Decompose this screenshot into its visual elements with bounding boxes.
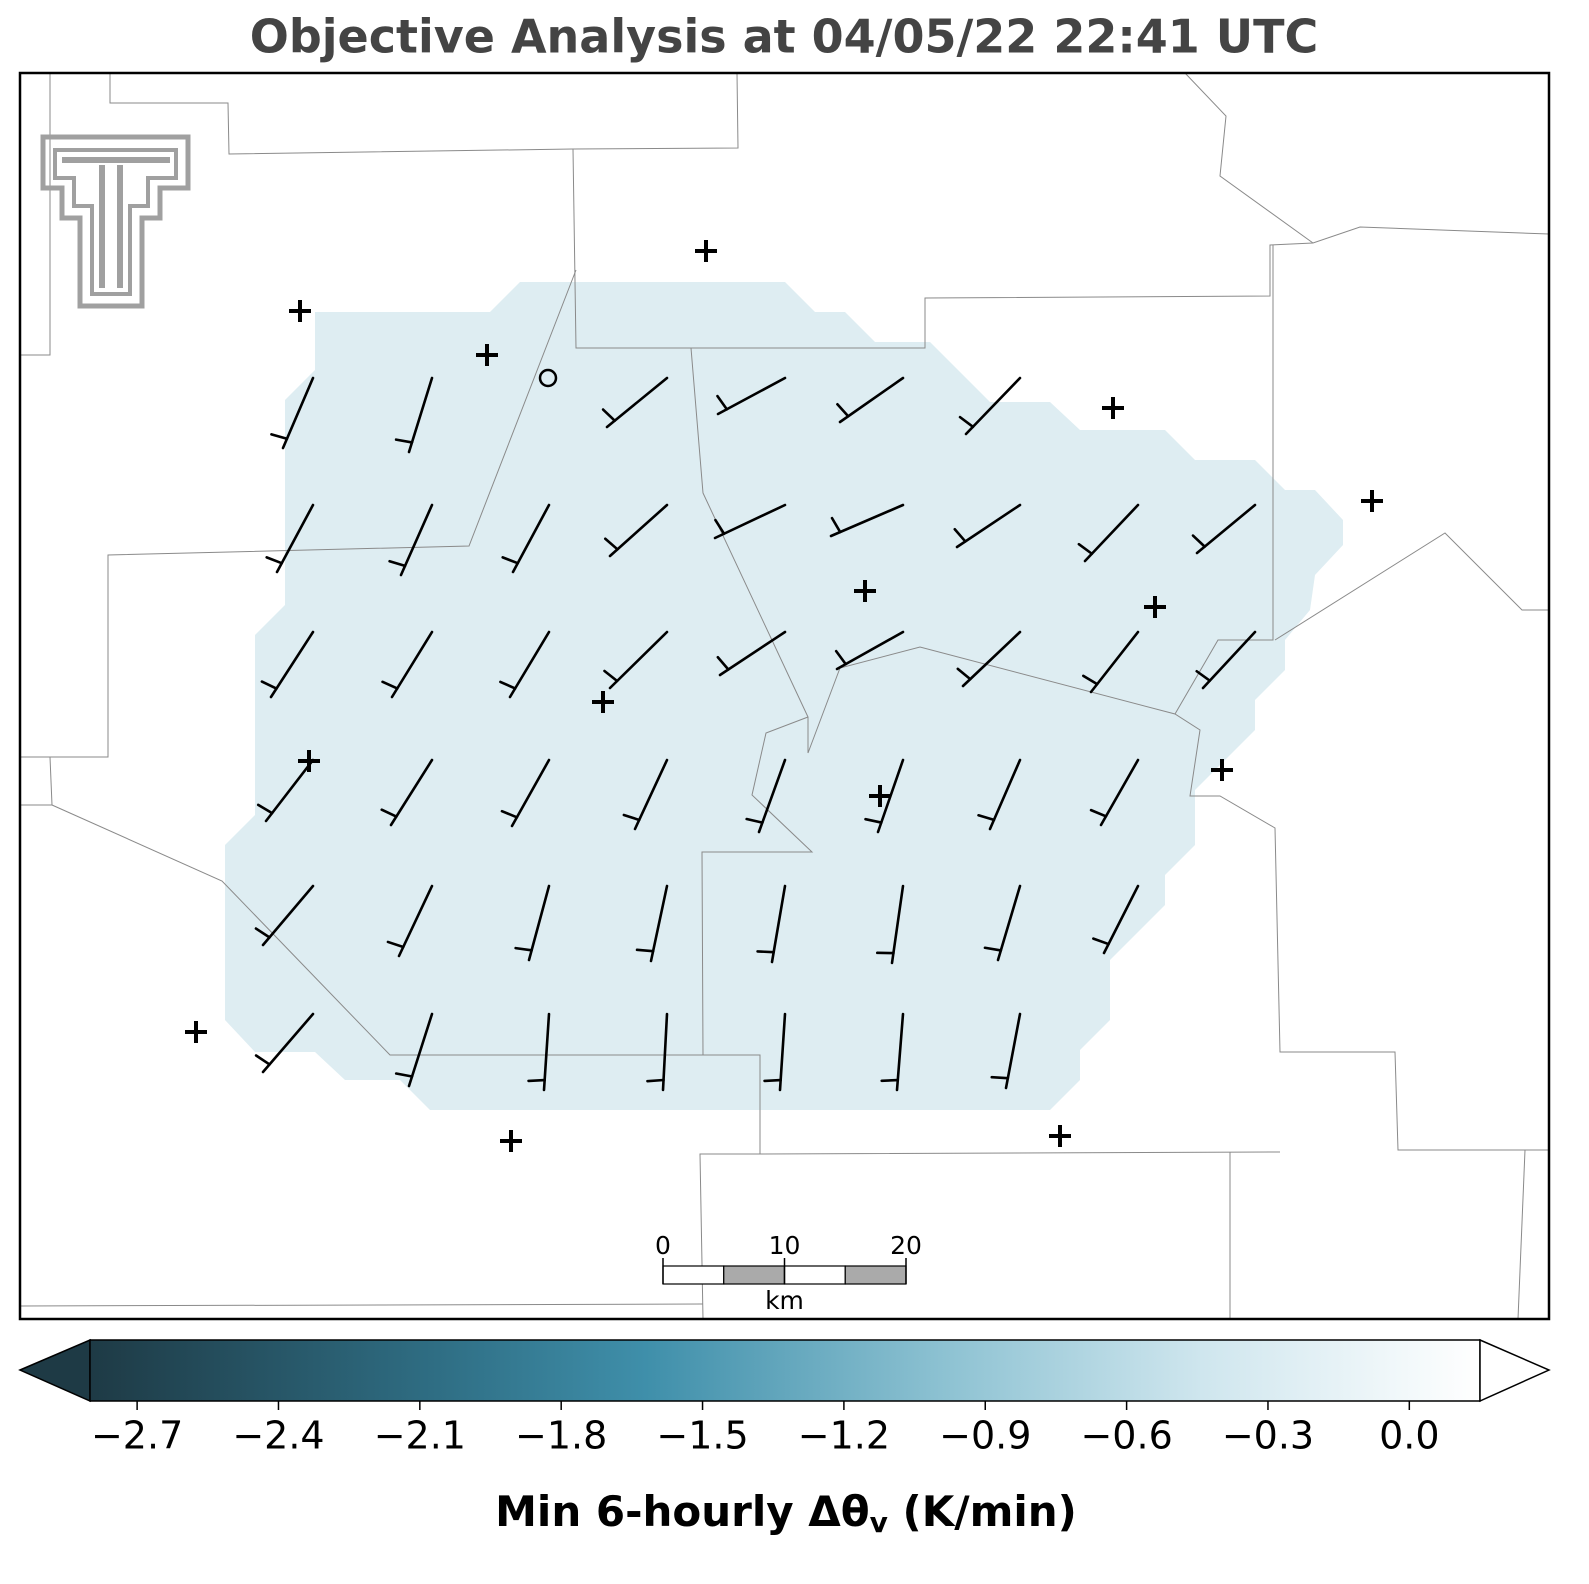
barb-flag (758, 951, 774, 952)
colorbar-tick-label: −2.1 (374, 1414, 466, 1458)
label-subscript: v (870, 1506, 888, 1539)
barb-flag (637, 950, 653, 951)
barb-flag (992, 1077, 1008, 1078)
colorbar-label: Min 6-hourly Δθv (K/min) (495, 1487, 1077, 1540)
colorbar-tick-label: −1.2 (798, 1414, 890, 1458)
barb-flag (882, 1080, 898, 1081)
colorbar-extend-low (20, 1340, 90, 1401)
label-text: Min 6-hourly Δθ (495, 1487, 870, 1536)
scale-segment (663, 1266, 724, 1284)
colorbar-body (90, 1340, 1480, 1401)
scale-tick-label: 20 (890, 1231, 922, 1260)
colorbar-tick-label: −2.7 (91, 1414, 183, 1458)
colorbar-tick-label: −0.6 (1080, 1414, 1172, 1458)
colorbar-tick-label: −0.3 (1222, 1414, 1314, 1458)
station-plus (185, 1021, 207, 1043)
station-plus (289, 300, 311, 322)
label-unit: (K/min) (888, 1487, 1077, 1536)
colorbar-tick-label: −2.4 (232, 1414, 324, 1458)
scale-segment (785, 1266, 846, 1284)
scale-tick-label: 10 (769, 1231, 801, 1260)
scale-unit: km (765, 1286, 804, 1315)
title: Objective Analysis at 04/05/22 22:41 UTC (250, 10, 1319, 64)
scale-bar: 0 10 20 km (655, 1231, 922, 1315)
logo (43, 137, 188, 306)
barb-flag (256, 1055, 269, 1064)
colorbar-tick-label: −1.8 (515, 1414, 607, 1458)
barb-flag (529, 1080, 545, 1081)
colorbar-tick-label: −1.5 (656, 1414, 748, 1458)
colorbar: −2.7 −2.4 −2.1 −1.8 −1.5 −1.2 −0.9 −0.6 −0.3 0.0 (20, 1340, 1549, 1458)
colorbar-tick-label: −0.9 (939, 1414, 1031, 1458)
scale-segment (845, 1266, 906, 1284)
barb-flag (765, 1080, 781, 1081)
colorbar-tick-label: 0.0 (1379, 1414, 1439, 1458)
barb-flag (647, 1080, 663, 1081)
barb-flag (267, 557, 282, 563)
station-plus (1361, 490, 1383, 512)
station-plus (695, 240, 717, 262)
scale-tick-label: 0 (655, 1231, 671, 1260)
barb-flag (271, 434, 286, 438)
station-plus (1102, 397, 1124, 419)
station-plus (1049, 1125, 1071, 1147)
map (20, 73, 1549, 1319)
colorbar-extend-high (1480, 1340, 1549, 1401)
station-plus (500, 1130, 522, 1152)
scale-segment (724, 1266, 785, 1284)
